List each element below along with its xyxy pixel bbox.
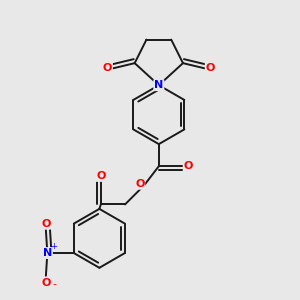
Text: O: O	[135, 179, 144, 189]
Text: -: -	[52, 279, 56, 289]
Text: N: N	[43, 248, 52, 258]
Text: +: +	[50, 242, 57, 251]
Text: O: O	[206, 63, 215, 74]
Text: O: O	[184, 161, 193, 171]
Text: O: O	[96, 171, 106, 181]
Text: N: N	[154, 80, 164, 90]
Text: O: O	[41, 278, 51, 287]
Text: O: O	[103, 63, 112, 74]
Text: O: O	[41, 219, 51, 229]
